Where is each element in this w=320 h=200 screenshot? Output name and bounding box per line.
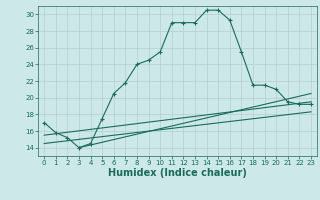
X-axis label: Humidex (Indice chaleur): Humidex (Indice chaleur)	[108, 168, 247, 178]
